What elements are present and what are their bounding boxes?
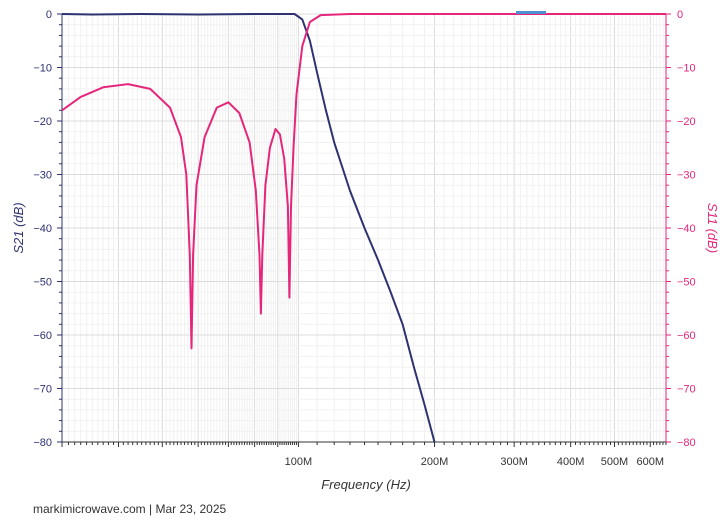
series: [62, 13, 666, 443]
right-tick-label: −20: [677, 116, 696, 128]
grid: [61, 13, 667, 443]
right-tick-label: −50: [677, 277, 696, 289]
right-tick-label: −80: [677, 437, 696, 449]
right-axis-label: S11 (dB): [705, 203, 720, 253]
x-tick-label: 400M: [557, 456, 585, 468]
left-tick-label: −20: [33, 116, 52, 128]
series-line-s11: [62, 13, 666, 350]
x-tick-label: 100M: [285, 456, 313, 468]
left-tick-label: −50: [33, 277, 52, 289]
right-tick-label: 0: [677, 9, 683, 21]
left-tick-label: −30: [33, 170, 52, 182]
x-tick-label: 300M: [500, 456, 528, 468]
left-axis-tick-labels: 0 −10 −20 −30 −40 −50 −60 −70 −80: [33, 9, 52, 449]
left-axis-label: S21 (dB): [11, 202, 26, 253]
right-axis-tick-labels: 0 −10 −20 −30 −40 −50 −60 −70 −80: [677, 9, 696, 449]
series-line-s21: [62, 13, 436, 443]
right-tick-label: −70: [677, 384, 696, 396]
x-tick-label: 600M: [637, 456, 665, 468]
x-tick-label: 500M: [601, 456, 629, 468]
left-tick-label: −40: [33, 223, 52, 235]
right-tick-label: −40: [677, 223, 696, 235]
left-tick-label: −80: [33, 437, 52, 449]
right-tick-label: −60: [677, 330, 696, 342]
x-axis-tick-labels: 100M 200M 300M 400M 500M 600M: [285, 456, 664, 468]
right-tick-label: −10: [677, 63, 696, 75]
x-axis-label: Frequency (Hz): [321, 477, 411, 492]
right-tick-label: −30: [677, 170, 696, 182]
footer-attribution: markimicrowave.com | Mar 23, 2025: [33, 502, 227, 516]
left-tick-label: −10: [33, 63, 52, 75]
x-tick-label: 200M: [421, 456, 449, 468]
left-tick-label: −60: [33, 330, 52, 342]
left-tick-label: 0: [46, 9, 52, 21]
left-tick-label: −70: [33, 384, 52, 396]
marker-box: [516, 11, 546, 14]
